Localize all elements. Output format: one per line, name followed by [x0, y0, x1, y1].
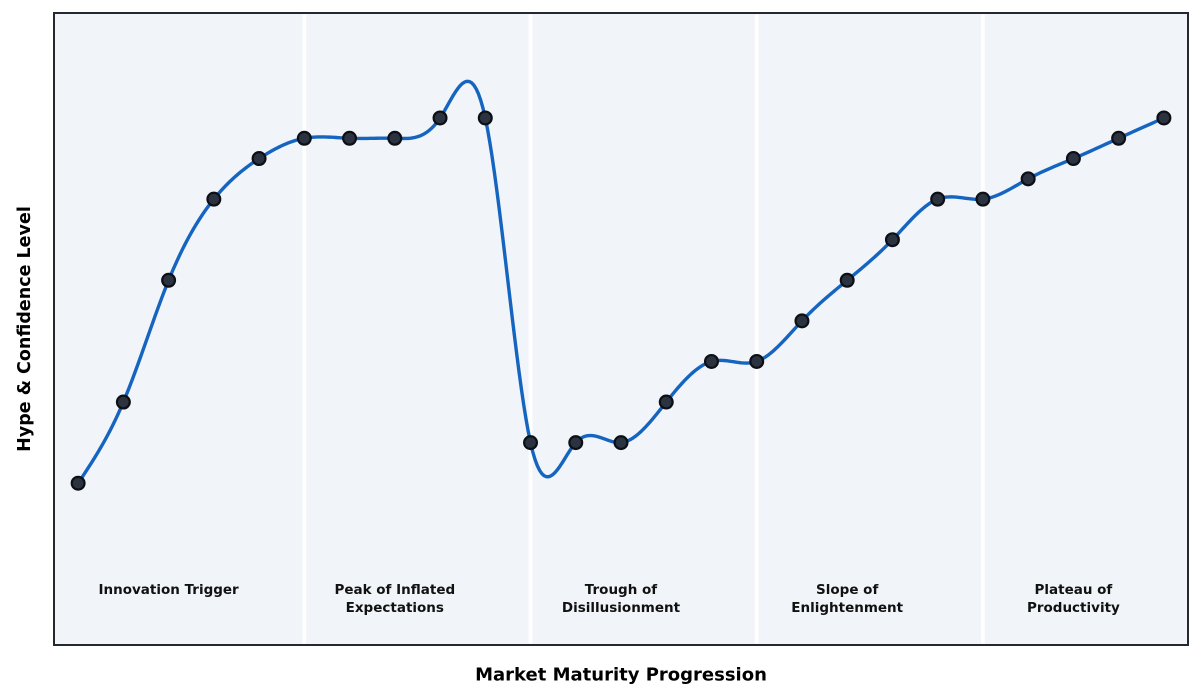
phase-label-peak-of-inflated-expectations: Peak of Inflated Expectations: [334, 582, 456, 616]
phase-label-slope-of-enlightenment: Slope of Enlightenment: [791, 582, 904, 616]
plot-area: [53, 12, 1189, 646]
phase-label-innovation-trigger: Innovation Trigger: [98, 582, 239, 598]
y-axis-title: Hype & Confidence Level: [15, 206, 35, 452]
x-axis-title: Market Maturity Progression: [475, 664, 767, 686]
phase-label-plateau-of-productivity: Plateau of Productivity: [1026, 582, 1120, 616]
phase-label-trough-of-disillusionment: Trough of Disillusionment: [561, 582, 681, 616]
